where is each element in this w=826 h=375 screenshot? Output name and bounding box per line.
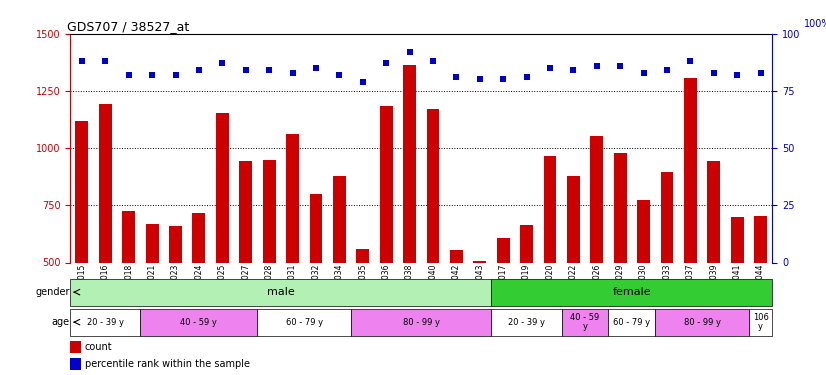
Text: 60 - 79 y: 60 - 79 y [286, 318, 323, 327]
Point [75, 58, 88, 64]
Point [661, 68, 674, 74]
Bar [655, 309, 749, 336]
Text: 40 - 59
y: 40 - 59 y [571, 313, 600, 331]
Bar [75, 121, 88, 262]
Bar [356, 249, 369, 262]
Bar [520, 225, 533, 262]
Text: age: age [51, 317, 69, 327]
Bar [749, 309, 772, 336]
Bar [544, 156, 557, 262]
Point [567, 68, 580, 74]
Bar [258, 309, 351, 336]
Text: GDS707 / 38527_at: GDS707 / 38527_at [67, 20, 189, 33]
Bar [661, 172, 673, 262]
Bar [240, 161, 252, 262]
Point [731, 72, 744, 78]
Bar [70, 279, 491, 306]
Point [591, 63, 604, 69]
Point [263, 68, 276, 74]
Bar [263, 160, 276, 262]
Point [192, 68, 206, 74]
Point [380, 60, 393, 66]
Point [240, 68, 253, 74]
Point [614, 63, 627, 69]
Text: male: male [267, 287, 295, 297]
Bar [351, 309, 491, 336]
Bar [145, 224, 159, 262]
Bar [684, 78, 697, 262]
Text: gender: gender [35, 287, 69, 297]
Point [426, 58, 439, 64]
Bar [99, 104, 112, 262]
Point [333, 72, 346, 78]
Bar [591, 135, 603, 262]
Text: 20 - 39 y: 20 - 39 y [508, 318, 545, 327]
Point [122, 72, 135, 78]
Text: 40 - 59 y: 40 - 59 y [181, 318, 217, 327]
Point [169, 72, 183, 78]
Text: 80 - 99 y: 80 - 99 y [403, 318, 439, 327]
Bar [122, 211, 135, 262]
Bar [567, 176, 580, 262]
Text: 60 - 79 y: 60 - 79 y [614, 318, 650, 327]
Text: female: female [613, 287, 651, 297]
Point [684, 58, 697, 64]
Point [707, 70, 720, 76]
Point [637, 70, 650, 76]
Point [310, 65, 323, 71]
Bar [333, 176, 346, 262]
Point [754, 70, 767, 76]
Point [356, 79, 369, 85]
Bar [70, 309, 140, 336]
Bar [403, 64, 416, 262]
Bar [637, 200, 650, 262]
Point [403, 49, 416, 55]
Text: 20 - 39 y: 20 - 39 y [87, 318, 124, 327]
Bar [286, 134, 299, 262]
Text: percentile rank within the sample: percentile rank within the sample [85, 359, 249, 369]
Point [520, 74, 534, 80]
Bar [380, 106, 392, 262]
Text: 80 - 99 y: 80 - 99 y [684, 318, 720, 327]
Bar [426, 109, 439, 262]
Bar [70, 358, 81, 370]
Bar [140, 309, 258, 336]
Text: count: count [85, 342, 112, 352]
Bar [473, 261, 487, 262]
Bar [450, 250, 463, 262]
Point [216, 60, 229, 66]
Point [544, 65, 557, 71]
Point [145, 72, 159, 78]
Point [450, 74, 463, 80]
Bar [192, 213, 206, 262]
Bar [216, 112, 229, 262]
Bar [491, 279, 772, 306]
Bar [496, 238, 510, 262]
Bar [707, 161, 720, 262]
Bar [754, 216, 767, 262]
Text: 100%: 100% [804, 19, 826, 29]
Bar [731, 217, 743, 262]
Point [286, 70, 299, 76]
Bar [562, 309, 609, 336]
Bar [614, 153, 627, 262]
Bar [70, 341, 81, 352]
Point [99, 58, 112, 64]
Text: 106
y: 106 y [752, 313, 768, 331]
Point [496, 76, 510, 82]
Bar [491, 309, 562, 336]
Bar [310, 194, 322, 262]
Bar [609, 309, 655, 336]
Bar [169, 226, 182, 262]
Point [473, 76, 487, 82]
